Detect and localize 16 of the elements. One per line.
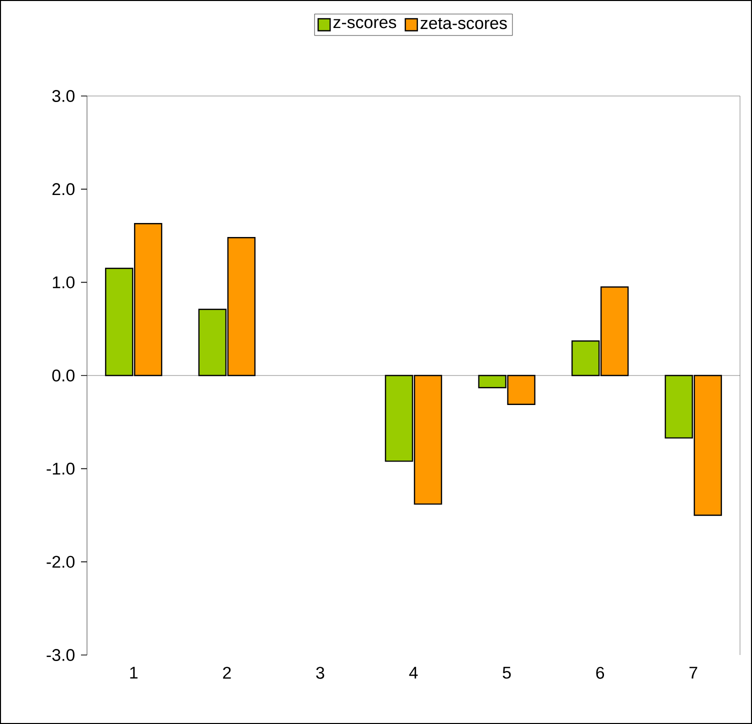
x-tick-label: 7: [690, 666, 698, 678]
y-tick-label: -1.0: [46, 462, 75, 475]
x-tick-label: 5: [502, 666, 511, 679]
x-tick-label: 4: [409, 666, 418, 678]
y-tick-label: -2.0: [46, 556, 75, 568]
legend-label: z-scores: [333, 18, 396, 28]
x-tick-label: 2: [223, 666, 231, 679]
y-tick-label: -3.0: [46, 649, 75, 661]
x-tick-label: 1: [130, 666, 138, 678]
y-tick-label: 0.0: [52, 370, 75, 382]
y-tick-label: 3.0: [52, 90, 75, 102]
y-tick-label: 1.0: [52, 276, 75, 288]
x-tick-label: 3: [316, 666, 324, 679]
x-tick-label: 6: [596, 666, 604, 679]
y-tick-label: 2.0: [52, 183, 75, 196]
legend-label: zeta-scores: [420, 18, 507, 30]
